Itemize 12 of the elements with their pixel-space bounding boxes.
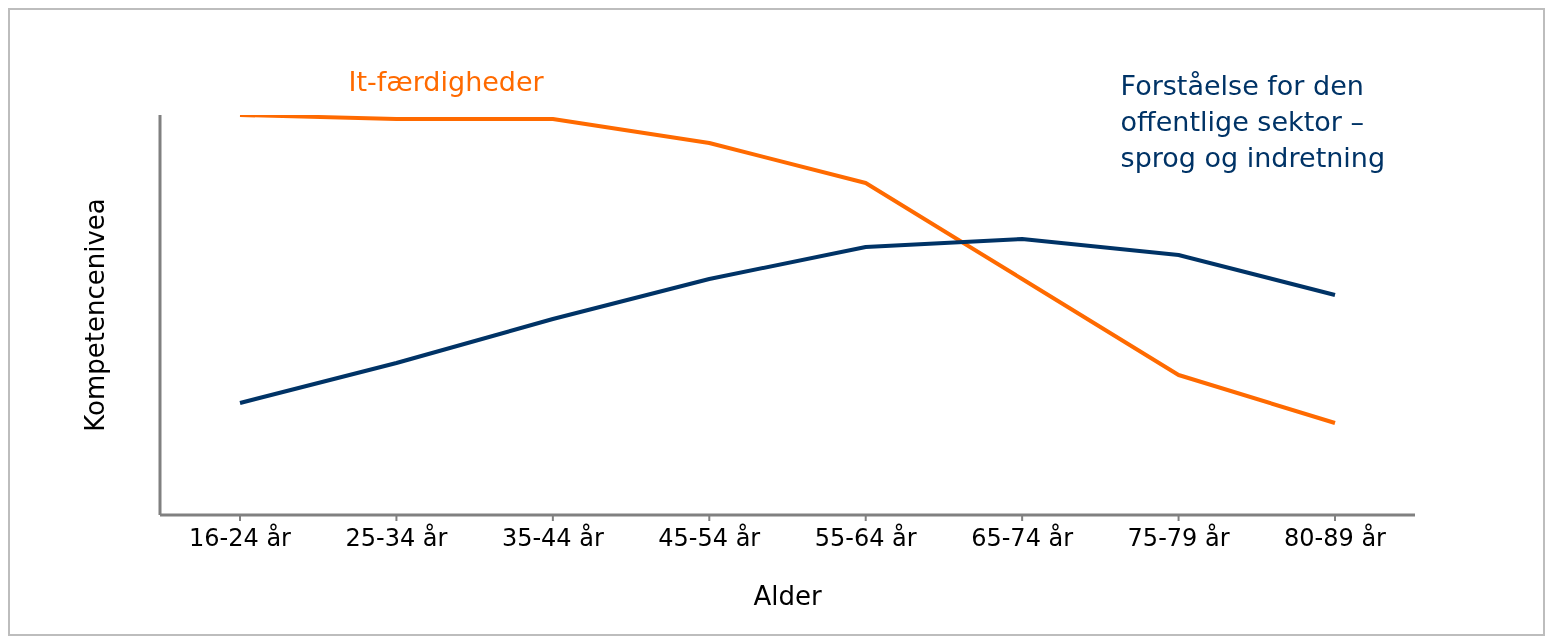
series-label: It-færdigheder [348,66,545,97]
text: Forståelse for den offentlige sektor – sprog og indretning [1120,70,1386,173]
x-tick-label: 25-34 år [345,523,448,553]
x-tick-label: 65-74 år [971,523,1074,553]
x-tick-label: 35-44 år [501,523,604,553]
x-tick-label: 75-79 år [1127,523,1230,553]
x-tick-label: 55-64 år [814,523,917,553]
x-tick-label: 80-89 år [1284,523,1387,553]
x-tick-label: 16-24 år [189,523,292,553]
x-tick-label: 45-54 år [658,523,761,553]
y-axis-title: Kompetencenivea [80,198,111,432]
x-axis-title: Alder [753,581,822,611]
